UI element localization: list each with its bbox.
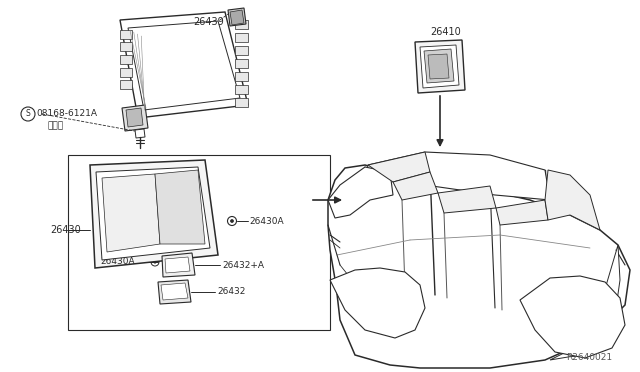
Text: （２）: （２） xyxy=(48,122,64,131)
Bar xyxy=(68,155,330,330)
Polygon shape xyxy=(235,20,248,29)
Polygon shape xyxy=(424,49,454,83)
Circle shape xyxy=(445,249,451,255)
Polygon shape xyxy=(162,253,195,277)
Circle shape xyxy=(230,219,234,222)
Polygon shape xyxy=(393,172,438,200)
Circle shape xyxy=(547,300,603,356)
Polygon shape xyxy=(328,165,630,368)
Polygon shape xyxy=(158,280,191,304)
Text: S: S xyxy=(26,109,30,119)
Polygon shape xyxy=(235,33,248,42)
Polygon shape xyxy=(120,68,132,77)
Polygon shape xyxy=(368,152,430,182)
Polygon shape xyxy=(102,174,160,252)
Polygon shape xyxy=(155,170,205,244)
Polygon shape xyxy=(328,167,393,218)
Polygon shape xyxy=(235,85,248,94)
Circle shape xyxy=(557,310,593,346)
Circle shape xyxy=(227,217,237,225)
Text: 26430: 26430 xyxy=(50,225,81,235)
Text: 26432: 26432 xyxy=(217,288,245,296)
Circle shape xyxy=(154,261,156,263)
Polygon shape xyxy=(520,276,625,358)
Polygon shape xyxy=(438,186,496,213)
Text: 08168-6121A: 08168-6121A xyxy=(36,109,97,119)
Circle shape xyxy=(151,258,159,266)
Polygon shape xyxy=(126,108,143,127)
Polygon shape xyxy=(90,160,218,268)
Polygon shape xyxy=(415,40,465,93)
Polygon shape xyxy=(428,54,449,79)
Polygon shape xyxy=(235,72,248,81)
Polygon shape xyxy=(120,30,132,39)
Text: 26410: 26410 xyxy=(430,27,461,37)
Polygon shape xyxy=(496,200,548,225)
Text: 26432+A: 26432+A xyxy=(222,260,264,269)
Polygon shape xyxy=(165,257,190,273)
Polygon shape xyxy=(365,152,550,200)
Polygon shape xyxy=(120,55,132,64)
Circle shape xyxy=(567,320,583,336)
Circle shape xyxy=(362,292,398,328)
Polygon shape xyxy=(235,98,248,107)
Polygon shape xyxy=(161,283,188,300)
Polygon shape xyxy=(235,59,248,68)
Circle shape xyxy=(352,282,408,338)
Polygon shape xyxy=(235,46,248,55)
Polygon shape xyxy=(120,42,132,51)
Text: 26439: 26439 xyxy=(193,17,224,27)
Polygon shape xyxy=(135,129,145,138)
Polygon shape xyxy=(122,105,148,131)
Polygon shape xyxy=(230,10,244,25)
Text: R2640021: R2640021 xyxy=(566,353,612,362)
Circle shape xyxy=(502,252,508,258)
Circle shape xyxy=(21,107,35,121)
Text: 26430A: 26430A xyxy=(100,257,134,266)
Polygon shape xyxy=(550,245,620,360)
Circle shape xyxy=(372,302,388,318)
Polygon shape xyxy=(545,170,600,230)
Polygon shape xyxy=(330,268,425,338)
Text: 26430A: 26430A xyxy=(249,217,284,225)
Polygon shape xyxy=(228,8,246,26)
Circle shape xyxy=(459,164,467,172)
Polygon shape xyxy=(420,45,459,88)
Polygon shape xyxy=(120,80,132,89)
Polygon shape xyxy=(96,167,210,260)
